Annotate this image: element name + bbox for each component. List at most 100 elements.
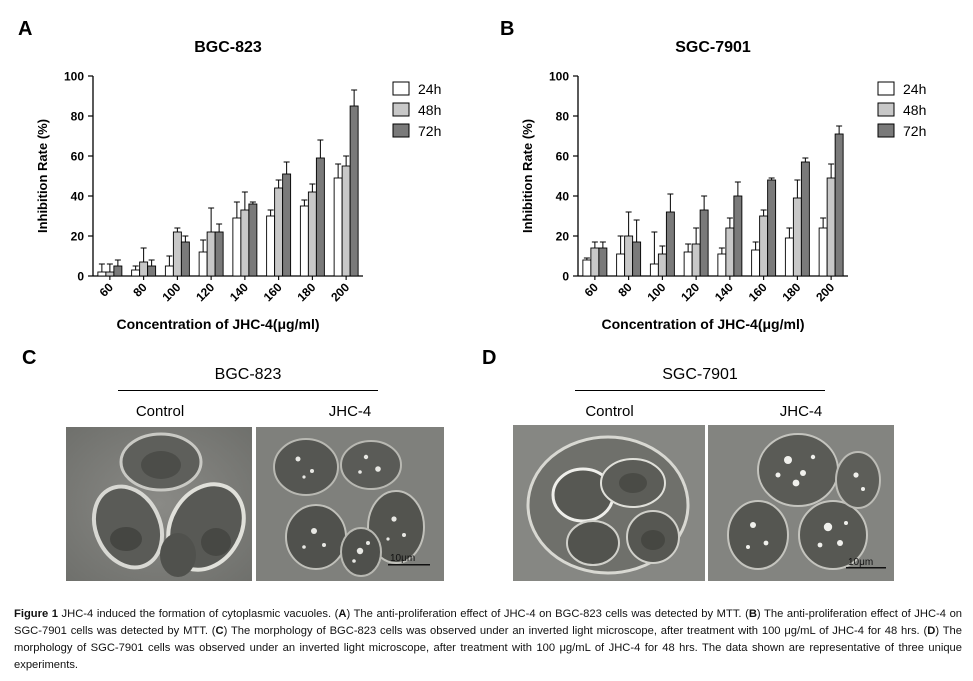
- chartb-bar-48h-120: [691, 243, 701, 277]
- panel-d-jhc4-label: JHC-4: [779, 403, 823, 420]
- charta-legend-swatch-48h: [392, 102, 410, 117]
- chartb-legend-swatch-72h: [877, 123, 895, 138]
- charta-title: BGC-823: [194, 39, 262, 56]
- caption-figure-label: Figure 1: [14, 608, 58, 620]
- charta-xtick-label: 60: [97, 280, 117, 300]
- chartb-xtick-label: 140: [712, 280, 736, 304]
- charta-xtick-label: 120: [193, 280, 217, 304]
- charta-ytick-label: 80: [71, 110, 85, 124]
- panel-c-jhc4-label: JHC-4: [328, 403, 372, 420]
- micrograph-sgc-7901-control: [513, 425, 705, 581]
- caption-d-text: ) The morphology of SGC-7901 cells was o…: [14, 625, 962, 671]
- charta-bar-48h-180: [307, 191, 317, 277]
- chartb-ytick-label: 80: [556, 110, 570, 124]
- caption-c: C: [215, 625, 224, 637]
- chartb-xtick-label: 80: [615, 280, 635, 300]
- charta-xtick-label: 140: [227, 280, 251, 304]
- chartb-xlabel: Concentration of JHC-4(μg/ml): [601, 316, 804, 332]
- caption-d: D: [927, 625, 936, 637]
- charta-bar-48h-120: [206, 231, 216, 277]
- chartb-ylabel: Inhibition Rate (%): [520, 119, 535, 233]
- charta-bar-72h-100: [180, 241, 190, 277]
- chartb-legend-swatch-48h: [877, 102, 895, 117]
- caption-a-text: ) The anti-proliferation effect of JHC-4…: [346, 608, 749, 620]
- scale-bar-label-d: 10μm: [848, 557, 873, 568]
- charta-xtick-label: 100: [159, 280, 183, 304]
- chartb-bar-48h-160: [759, 215, 769, 277]
- charta-legend-swatch-24h: [392, 81, 410, 96]
- chart-sgc-7901: SGC-7901 Inhibition Rate (%) 0 20 40 60 80 100 6…: [520, 39, 926, 332]
- panel-label-b: B: [500, 18, 515, 40]
- chartb-ytick-label: 0: [562, 270, 569, 284]
- caption-intro: JHC-4 induced the formation of cytoplasm…: [57, 608, 339, 620]
- chartb-ytick-label: 100: [549, 70, 569, 84]
- chartb-bar-24h-60: [582, 259, 592, 277]
- charta-bar-72h-160: [282, 173, 292, 277]
- charta-bar-72h-140: [248, 203, 258, 277]
- charta-bar-48h-80: [139, 261, 149, 277]
- chartb-bar-72h-180: [800, 161, 810, 277]
- charta-ytick-label: 100: [64, 70, 84, 84]
- panel-label-a: A: [18, 18, 33, 40]
- chartb-bar-48h-80: [624, 235, 634, 277]
- chartb-xtick-label: 60: [582, 280, 602, 300]
- chartb-legend-label-72h: 72h: [903, 123, 926, 139]
- charta-bar-48h-140: [240, 209, 250, 277]
- chartb-bar-72h-80: [632, 241, 642, 277]
- figure-caption: Figure 1 JHC-4 induced the formation of …: [14, 606, 962, 674]
- chartb-bar-24h-160: [751, 249, 761, 277]
- chartb-ytick-label: 20: [556, 230, 570, 244]
- charta-ytick-label: 0: [77, 270, 84, 284]
- charta-bar-24h-180: [299, 205, 309, 277]
- caption-b: B: [748, 608, 757, 620]
- charta-xtick-label: 80: [130, 280, 150, 300]
- charta-xtick-label: 200: [328, 280, 352, 304]
- charta-xtick-label: 180: [294, 280, 318, 304]
- chartb-bar-24h-100: [649, 263, 659, 277]
- charta-legend-label-48h: 48h: [418, 102, 441, 118]
- chartb-bar-48h-140: [725, 227, 735, 277]
- charta-bar-24h-140: [232, 217, 242, 277]
- charta-bar-24h-200: [333, 177, 343, 277]
- charta-ytick-label: 20: [71, 230, 85, 244]
- chartb-bar-72h-100: [665, 211, 675, 277]
- chartb-title: SGC-7901: [675, 39, 751, 56]
- chartb-xtick-label: 200: [813, 280, 837, 304]
- chartb-bar-72h-140: [733, 195, 743, 277]
- caption-b-text: ) The anti-proliferation effect of JHC-4…: [14, 608, 963, 637]
- chartb-legend-label-24h: 24h: [903, 81, 926, 97]
- chartb-ytick-label: 60: [556, 150, 570, 164]
- charta-bar-24h-60: [97, 271, 107, 277]
- panel-d-title: SGC-7901: [662, 366, 738, 383]
- micrograph-bgc-823-control: [66, 427, 252, 581]
- chartb-xtick-label: 100: [644, 280, 668, 304]
- panel-d-control-label: Control: [585, 403, 634, 420]
- chartb-xtick-label: 160: [746, 280, 770, 304]
- charta-legend-label-24h: 24h: [418, 81, 441, 97]
- charta-xlabel: Concentration of JHC-4(μg/ml): [116, 316, 319, 332]
- charta-bar-48h-200: [341, 165, 351, 277]
- charta-bar-24h-80: [131, 269, 141, 277]
- panel-c-divider: [118, 390, 378, 391]
- charta-xtick-label: 160: [261, 280, 285, 304]
- chartb-legend-swatch-24h: [877, 81, 895, 96]
- caption-a: A: [338, 608, 347, 620]
- charta-bar-72h-80: [147, 265, 157, 277]
- panel-c-title: BGC-823: [214, 366, 282, 383]
- chartb-xtick-label: 120: [678, 280, 702, 304]
- charta-bar-72h-200: [349, 105, 359, 277]
- charta-ytick-label: 40: [71, 190, 85, 204]
- chartb-bar-24h-140: [717, 253, 727, 277]
- charta-bar-72h-120: [214, 231, 224, 277]
- panel-label-c: C: [22, 347, 37, 369]
- scale-bar-label-c: 10μm: [390, 553, 415, 564]
- chartb-bar-72h-200: [834, 133, 844, 277]
- charta-ytick-label: 60: [71, 150, 85, 164]
- chartb-legend-label-48h: 48h: [903, 102, 926, 118]
- charta-bar-24h-100: [164, 265, 174, 277]
- micrograph-sgc-7901-jhc4: 10μm: [708, 425, 894, 581]
- charta-bar-24h-160: [266, 215, 276, 277]
- charta-bar-24h-120: [198, 251, 208, 277]
- chartb-bar-72h-60: [598, 247, 608, 277]
- chartb-bar-72h-160: [767, 179, 777, 277]
